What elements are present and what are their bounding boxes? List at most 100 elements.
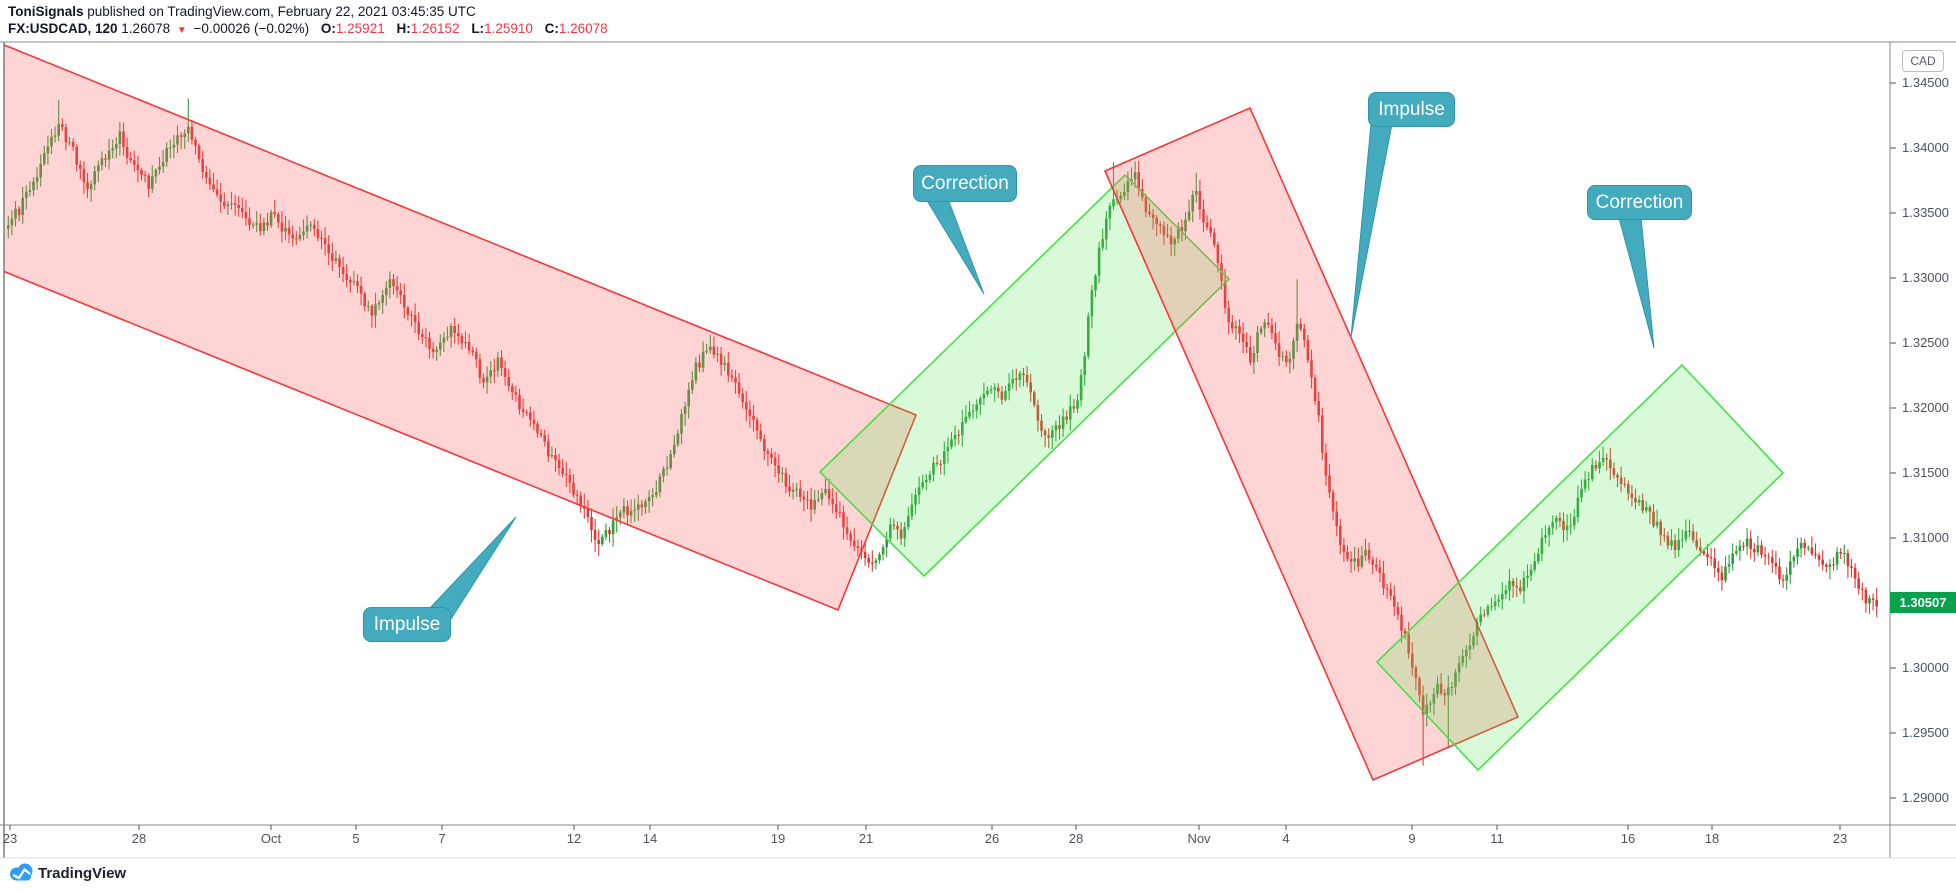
candle-body [1526,575,1529,578]
candle-body [172,144,176,148]
candle-body [298,235,302,240]
tradingview-logo-icon[interactable] [8,862,35,883]
candle-body [928,474,932,480]
candle-body [1234,326,1238,329]
channel-correction-1[interactable] [818,173,1231,578]
candle-body [223,201,226,207]
candle-body [363,293,366,307]
candle-body [896,525,899,530]
candle-body [381,295,384,303]
candle-body [334,258,338,261]
callout-impulse[interactable]: Impulse [1368,92,1455,127]
candle-body [1036,405,1040,421]
candle-body [489,370,492,377]
candle-body [248,218,251,226]
callout-correction[interactable]: Correction [1587,185,1692,220]
candle-body [1580,488,1583,498]
candle-body [89,184,93,190]
candle-body [568,474,572,483]
candle-body [140,170,143,175]
candle-body [1655,521,1659,526]
candle-body [1832,564,1835,566]
candle-body [1713,558,1716,569]
candle-body [820,493,824,500]
candle-body [1285,355,1288,363]
callout-impulse[interactable]: Impulse [363,607,451,642]
candle-body [1112,199,1115,207]
candle-body [478,359,482,378]
candle-body [453,325,456,334]
candle-body [777,465,780,474]
candle-body [1313,377,1317,401]
candle-body [1605,458,1608,460]
candle-body [1803,542,1806,548]
candle-body [1857,578,1860,589]
candle-body [1245,342,1248,348]
candle-body [205,172,208,178]
candle-body [471,350,474,353]
candle-body [291,234,294,239]
candle-body [903,527,906,539]
candle-body [939,463,942,465]
callout-correction[interactable]: Correction [913,165,1017,202]
candle-body [856,546,860,548]
candle-body [1702,550,1706,554]
brand-name[interactable]: TradingView [38,865,127,882]
channel-impulse-1[interactable] [0,27,918,612]
high-value: 1.26152 [410,21,460,36]
candle-body [687,389,690,407]
currency-unit-button[interactable]: CAD [1902,50,1944,72]
candle-body [111,148,114,151]
candle-body [680,413,683,434]
candle-body [647,496,651,502]
price-tick-label: 1.29000 [1902,790,1949,805]
candle-body [1659,521,1662,536]
candle-body [352,281,356,283]
candle-body [946,447,950,452]
candle-body [179,135,183,137]
candle-body [1468,645,1472,650]
candle-body [1195,191,1198,195]
candle-body [673,444,676,455]
candle-body [1583,479,1587,489]
candle-body [1029,382,1032,393]
candle-body [975,404,978,411]
candle-body [914,494,917,505]
candle-body [964,416,968,422]
candle-body [1447,687,1450,696]
candle-body [457,333,460,337]
candle-body [683,406,687,414]
candle-body [622,506,626,513]
candle-body [665,467,669,469]
candle-body [385,287,388,296]
candle-body [331,253,334,261]
candle-body [1835,552,1839,565]
candle-body [1108,206,1112,219]
candle-body [1573,517,1576,526]
candle-body [784,472,788,487]
channel-impulse-2[interactable] [1103,106,1520,782]
candle-body [1306,340,1310,361]
candle-body [1781,579,1785,581]
candle-body [1040,420,1043,431]
candle-body [1295,323,1299,341]
candle-body [50,136,53,147]
candle-body [93,171,96,185]
candle-body [230,203,233,205]
candle-body [845,527,849,534]
candle-body [1501,594,1504,600]
price-tick-label: 1.34000 [1902,140,1949,155]
candle-body [1331,492,1335,512]
channel-correction-2[interactable] [1375,363,1785,772]
candle-body [406,307,410,315]
candle-body [1537,553,1540,562]
candle-body [392,279,395,287]
candle-body [1166,235,1169,237]
candle-body [1544,535,1547,538]
candle-body [961,422,964,436]
candle-body [122,131,125,147]
candle-body [802,496,806,500]
candle-body [932,462,935,475]
candle-body [1328,475,1331,493]
callout-tails [429,123,1655,620]
